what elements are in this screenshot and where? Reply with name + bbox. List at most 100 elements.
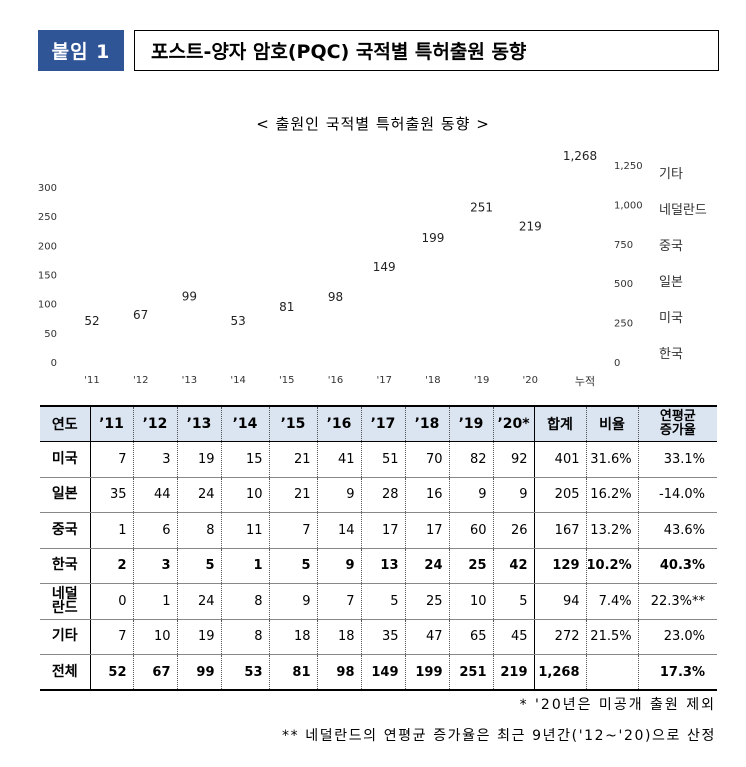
header-ratio: 비율 — [585, 405, 639, 442]
y-tick-label: 100 — [38, 300, 57, 311]
header-cell: ’19 — [448, 405, 493, 442]
table-cell: 401 — [533, 441, 586, 478]
table-cell: 22.3%** — [637, 583, 717, 620]
table-header-row: 연도 ’11 ’12 ’13 ’14 ’15 ’16 ’17 ’18 ’19 ’… — [40, 405, 717, 442]
legend-entry: 중국 — [659, 239, 683, 254]
row-label: 네덜 란드 — [40, 583, 91, 620]
legend-entry: 일본 — [659, 275, 683, 290]
row-label: 한국 — [40, 548, 91, 584]
table-cell: 5 — [360, 583, 405, 620]
table-cell: 5 — [268, 548, 317, 584]
y2-tick-label: 1,250 — [614, 161, 643, 172]
header-cell: ’11 — [89, 405, 133, 442]
x-tick-label: '11 — [84, 375, 99, 386]
table-cell: 7 — [316, 583, 361, 620]
table-cell: 67 — [132, 654, 177, 691]
table-cell: 9 — [316, 548, 361, 584]
table-cell: 16 — [404, 477, 449, 513]
table-cell: 1,268 — [533, 654, 586, 691]
table-cell: 35 — [360, 619, 405, 655]
table-cell — [585, 654, 639, 691]
table-cell: 10.2% — [585, 548, 639, 584]
table-cell: 7 — [89, 619, 133, 655]
header-cell: ’14 — [220, 405, 269, 442]
table-cell: 10 — [220, 477, 269, 513]
header-cell: ’17 — [360, 405, 405, 442]
header-cell: ’13 — [176, 405, 221, 442]
y2-tick-label: 250 — [614, 319, 633, 330]
table-row: 전체 52 67 99 53 81 98 149 199 251 219 1,268 17.3% — [40, 654, 717, 691]
chart-title: < 출원인 국적별 특허출원 동향 > — [256, 115, 490, 133]
table-cell: 21 — [268, 441, 317, 478]
table-cell: 251 — [448, 654, 493, 691]
table-cell: 24 — [176, 583, 221, 620]
patent-table: 연도 ’11 ’12 ’13 ’14 ’15 ’16 ’17 ’18 ’19 ’… — [40, 405, 717, 691]
table-cell: 16.2% — [585, 477, 639, 513]
y-tick-label: 200 — [38, 241, 57, 252]
row-label: 기타 — [40, 619, 91, 655]
table-cell: 24 — [176, 477, 221, 513]
table-cell: 42 — [492, 548, 534, 584]
table-cell: 3 — [132, 441, 177, 478]
table-cell: 94 — [533, 583, 586, 620]
table-cell: 99 — [176, 654, 221, 691]
appendix-badge: 붙임 1 — [38, 30, 124, 71]
table-cell: 9 — [316, 477, 361, 513]
y-tick-label: 150 — [38, 271, 57, 282]
table-cell: 199 — [404, 654, 449, 691]
table-cell: 5 — [176, 548, 221, 584]
cumulative-value-label: 1,268 — [563, 149, 597, 163]
data-label: 219 — [519, 219, 542, 233]
data-label: 53 — [230, 314, 245, 328]
data-label: 81 — [279, 300, 294, 314]
table-cell: 2 — [89, 548, 133, 584]
table-cell: 3 — [132, 548, 177, 584]
table-cell: 272 — [533, 619, 586, 655]
y2-tick-label: 0 — [614, 358, 620, 369]
data-label: 251 — [470, 201, 493, 215]
table-cell: 81 — [268, 654, 317, 691]
table-cell: 92 — [492, 441, 534, 478]
table-cell: 6 — [132, 512, 177, 549]
x-tick-label: '13 — [182, 375, 197, 386]
table-cell: 167 — [533, 512, 586, 549]
table-cell: 28 — [360, 477, 405, 513]
y-tick-label: 0 — [51, 358, 57, 369]
table-cell: 1 — [132, 583, 177, 620]
row-label: 전체 — [40, 654, 91, 691]
row-label: 일본 — [40, 477, 91, 513]
table-cell: 13 — [360, 548, 405, 584]
legend-entry: 한국 — [659, 347, 683, 362]
row-label: 중국 — [40, 512, 91, 549]
x-tick-label: '19 — [474, 375, 489, 386]
table-cell: 82 — [448, 441, 493, 478]
table-row: 일본 35 44 24 10 21 9 28 16 9 9 205 16.2% -14.0% — [40, 477, 717, 513]
table-cell: 25 — [404, 583, 449, 620]
table-cell: 13.2% — [585, 512, 639, 549]
table-cell: 21 — [268, 477, 317, 513]
table-cell: 5 — [492, 583, 534, 620]
table-cell: 25 — [448, 548, 493, 584]
header-cell: ’20* — [492, 405, 534, 442]
x-tick-label: '18 — [425, 375, 440, 386]
table-cell: 219 — [492, 654, 534, 691]
table-cell: 35 — [89, 477, 133, 513]
data-label: 99 — [182, 289, 197, 303]
y2-tick-label: 1,000 — [614, 200, 643, 211]
table-cell: 40.3% — [637, 548, 717, 584]
table-cell: 8 — [176, 512, 221, 549]
table-cell: 19 — [176, 441, 221, 478]
table-cell: 70 — [404, 441, 449, 478]
table-cell: 11 — [220, 512, 269, 549]
y-tick-label: 300 — [38, 183, 57, 194]
table-cell: 205 — [533, 477, 586, 513]
header-year: 연도 — [40, 405, 91, 442]
table-cell: 51 — [360, 441, 405, 478]
header-cell: ’18 — [404, 405, 449, 442]
table-cell: 10 — [132, 619, 177, 655]
table-cell: 43.6% — [637, 512, 717, 549]
table-cell: 7 — [268, 512, 317, 549]
table-cell: 14 — [316, 512, 361, 549]
page-title: 포스트-양자 암호(PQC) 국적별 특허출원 동향 — [134, 30, 719, 71]
table-cell: 149 — [360, 654, 405, 691]
